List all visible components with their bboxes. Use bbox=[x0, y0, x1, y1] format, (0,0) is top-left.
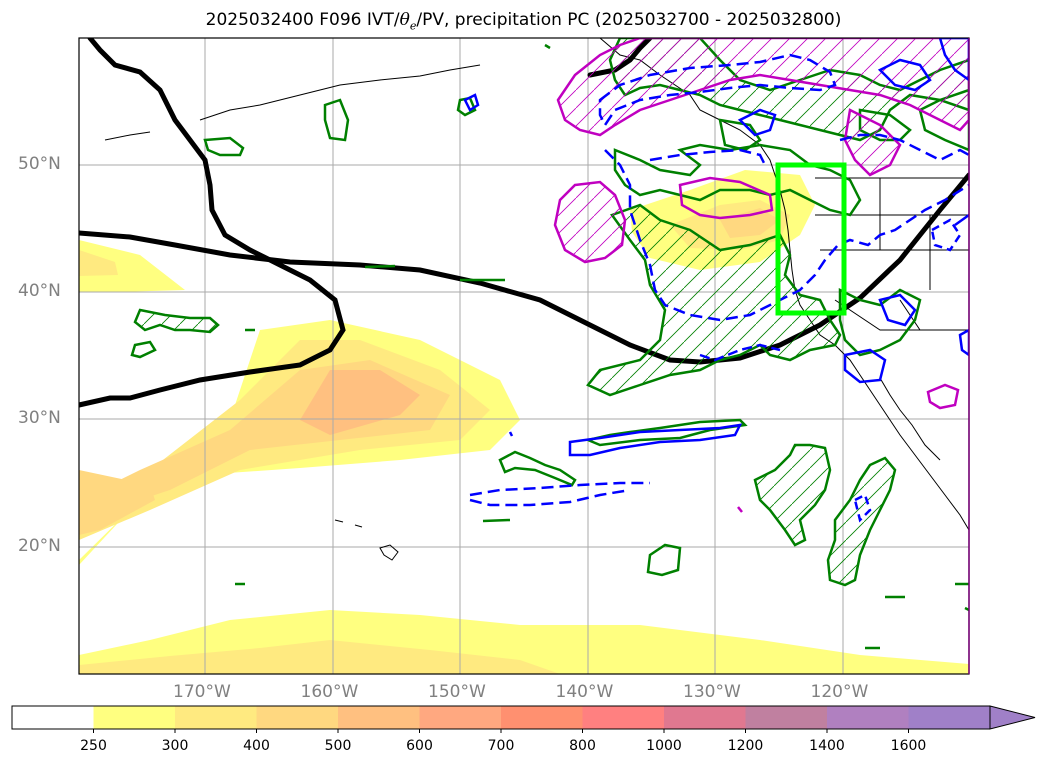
colorbar-swatch bbox=[338, 706, 420, 729]
colorbar-tick-label: 700 bbox=[487, 738, 515, 754]
lon-tick-label: 120°W bbox=[810, 682, 869, 702]
colorbar-tick-label: 600 bbox=[406, 738, 433, 754]
lon-tick-label: 160°W bbox=[300, 682, 359, 702]
figure-title: 2025032400 F096 IVT/θe/PV, precipitation… bbox=[205, 10, 842, 33]
colorbar-extend-arrow bbox=[989, 705, 1036, 730]
colorbar-swatch bbox=[419, 706, 502, 729]
colorbar-swatch bbox=[175, 706, 257, 729]
colorbar-swatch bbox=[582, 706, 665, 729]
colorbar-tick-label: 1400 bbox=[809, 738, 845, 754]
lon-tick-label: 170°W bbox=[173, 682, 231, 702]
highlight-box bbox=[775, 162, 847, 316]
coastlines bbox=[104, 38, 969, 561]
colorbar bbox=[11, 705, 1036, 733]
colorbar-swatch bbox=[827, 706, 909, 729]
blue-contours bbox=[463, 38, 969, 523]
colorbar-swatch bbox=[501, 706, 583, 729]
colorbar-tick-label: 800 bbox=[569, 738, 596, 754]
colorbar-tick-label: 500 bbox=[324, 738, 352, 754]
colorbar-swatch bbox=[12, 706, 94, 729]
lat-tick-label: 50°N bbox=[18, 154, 61, 174]
colorbar-tick-label: 1000 bbox=[646, 738, 682, 754]
colorbar-tick-label: 300 bbox=[161, 738, 189, 754]
colorbar-swatch bbox=[908, 706, 991, 729]
colorbar-swatch bbox=[745, 706, 828, 729]
colorbar-swatch bbox=[93, 706, 176, 729]
lon-tick-label: 130°W bbox=[683, 682, 741, 702]
colorbar-swatch bbox=[664, 706, 746, 729]
magenta-contours bbox=[553, 38, 969, 513]
lat-tick-label: 20°N bbox=[18, 535, 61, 556]
lat-tick-label: 30°N bbox=[18, 408, 61, 429]
lon-tick-label: 140°W bbox=[555, 682, 614, 702]
colorbar-tick-label: 1200 bbox=[727, 738, 764, 754]
colorbar-tick-label: 400 bbox=[243, 738, 270, 754]
lon-tick-label: 150°W bbox=[428, 682, 486, 702]
lat-tick-label: 40°N bbox=[18, 281, 61, 302]
colorbar-tick-label: 250 bbox=[80, 738, 107, 754]
ivt-shading bbox=[79, 170, 969, 674]
colorbar-tick-label: 1600 bbox=[890, 738, 927, 754]
colorbar-swatch bbox=[256, 706, 339, 729]
